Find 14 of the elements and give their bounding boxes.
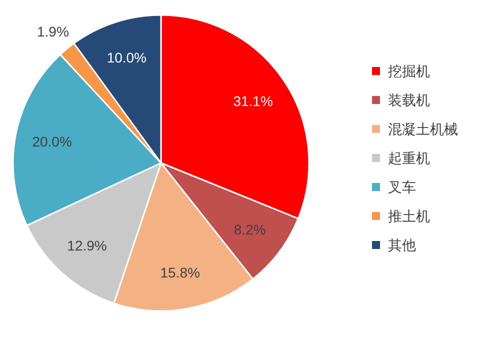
legend-label: 挖掘机 — [388, 63, 430, 79]
legend-label: 混凝土机械 — [388, 121, 458, 137]
data-label: 10.0% — [106, 49, 147, 66]
data-label: 1.9% — [37, 24, 69, 40]
legend-label: 其他 — [388, 237, 416, 253]
data-label: 8.2% — [234, 222, 266, 238]
data-label: 12.9% — [67, 238, 107, 254]
legend-label: 叉车 — [388, 179, 416, 195]
legend-label: 装载机 — [388, 92, 430, 108]
data-label: 31.1% — [233, 92, 273, 109]
legend-label: 推土机 — [388, 208, 430, 224]
legend-label: 起重机 — [388, 150, 430, 166]
data-label: 20.0% — [32, 134, 72, 150]
data-label: 15.8% — [160, 264, 200, 280]
